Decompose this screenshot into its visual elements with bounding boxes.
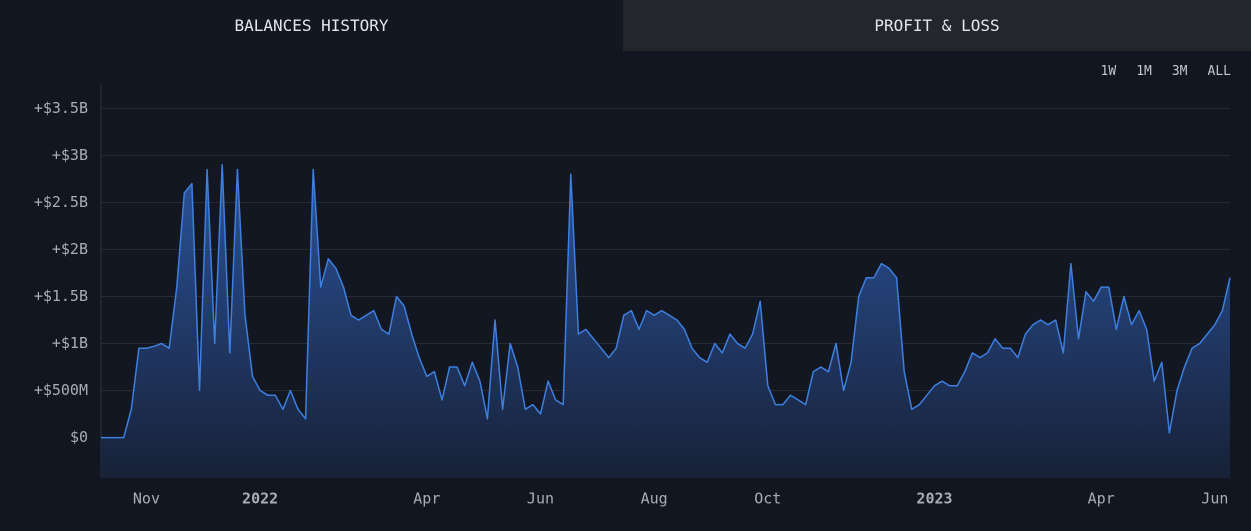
range-button[interactable]: 1W (1100, 64, 1117, 79)
range-selector: 1W 1M 3M ALL (1101, 64, 1231, 79)
x-tick-label: Jun (1201, 490, 1228, 508)
x-tick-label: Oct (754, 490, 781, 508)
tab[interactable]: PROFIT & LOSS (623, 0, 1251, 51)
range-button[interactable]: 3M (1171, 64, 1188, 79)
y-tick-label: +$500M (34, 381, 88, 399)
y-tick-label: +$2.5B (34, 193, 88, 211)
x-tick-label: 2022 (242, 490, 278, 508)
area-fill (101, 164, 1230, 479)
tab[interactable]: BALANCES HISTORY (0, 0, 623, 51)
y-tick-label: +$3B (52, 146, 88, 164)
x-tick-label: Aug (641, 490, 668, 508)
x-tick-label: Apr (413, 490, 440, 508)
range-button[interactable]: ALL (1207, 64, 1231, 79)
area-line (101, 164, 1231, 439)
range-button[interactable]: 1M (1136, 64, 1152, 79)
y-tick-label: +$1B (52, 334, 88, 352)
y-tick-label: +$3.5B (34, 99, 88, 117)
x-tick-label: 2023 (916, 490, 952, 508)
y-tick-label: +$2B (52, 240, 88, 258)
x-tick-label: Nov (133, 490, 160, 508)
tab-bar: BALANCES HISTORY PROFIT & LOSS (0, 0, 1251, 51)
x-tick-label: Apr (1088, 490, 1115, 508)
y-tick-label: +$1.5B (34, 287, 88, 305)
y-tick-label: $0 (70, 428, 88, 446)
x-tick-label: Jun (527, 490, 554, 508)
